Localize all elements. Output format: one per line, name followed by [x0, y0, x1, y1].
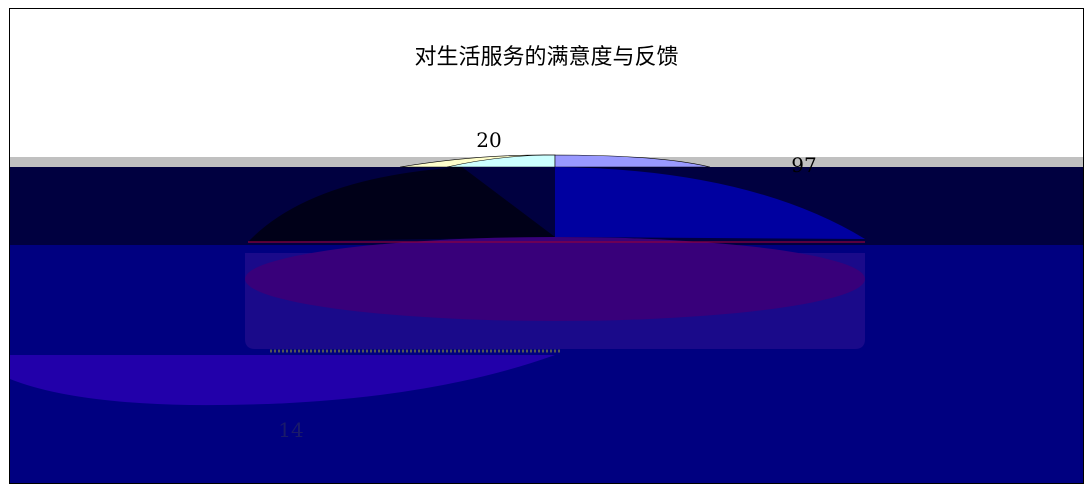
pie-chart: 20 97 14	[10, 128, 1083, 483]
pie-slice-lavender	[554, 154, 711, 168]
data-label-20: 20	[476, 128, 501, 152]
pie-slice-blue	[555, 167, 865, 239]
chart-frame: 对生活服务的满意度与反馈 20 97 14	[9, 8, 1084, 484]
pie-slice-exploded	[10, 355, 555, 406]
chart-title: 对生活服务的满意度与反馈	[414, 45, 679, 70]
pie-slice-purple	[245, 237, 865, 321]
data-label-97: 97	[791, 153, 816, 177]
data-label-14: 14	[278, 418, 303, 442]
pie-slice-black	[248, 167, 555, 242]
